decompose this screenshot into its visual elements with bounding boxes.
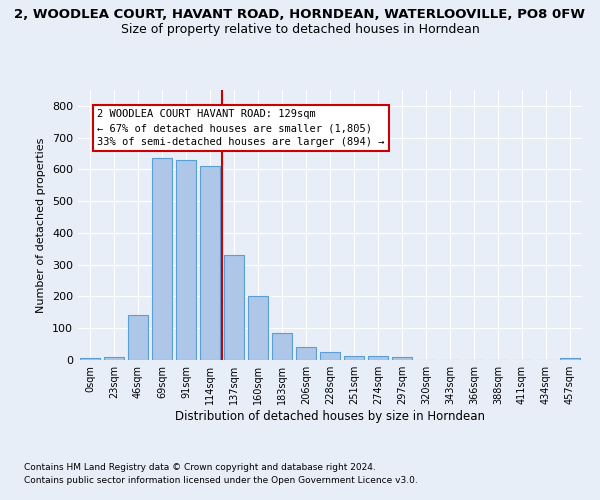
Y-axis label: Number of detached properties: Number of detached properties	[37, 138, 46, 312]
Text: 2, WOODLEA COURT, HAVANT ROAD, HORNDEAN, WATERLOOVILLE, PO8 0FW: 2, WOODLEA COURT, HAVANT ROAD, HORNDEAN,…	[14, 8, 586, 20]
Bar	[248, 296, 268, 360]
Bar	[368, 356, 388, 360]
Text: Contains public sector information licensed under the Open Government Licence v3: Contains public sector information licen…	[24, 476, 418, 485]
Bar	[344, 356, 364, 360]
Bar	[200, 166, 220, 360]
Bar	[272, 333, 292, 360]
Text: Size of property relative to detached houses in Horndean: Size of property relative to detached ho…	[121, 22, 479, 36]
Bar	[296, 347, 316, 360]
Bar	[80, 358, 100, 360]
X-axis label: Distribution of detached houses by size in Horndean: Distribution of detached houses by size …	[175, 410, 485, 423]
Text: 2 WOODLEA COURT HAVANT ROAD: 129sqm
← 67% of detached houses are smaller (1,805): 2 WOODLEA COURT HAVANT ROAD: 129sqm ← 67…	[97, 109, 385, 147]
Bar	[560, 358, 580, 360]
Text: Contains HM Land Registry data © Crown copyright and database right 2024.: Contains HM Land Registry data © Crown c…	[24, 464, 376, 472]
Bar	[320, 352, 340, 360]
Bar	[104, 357, 124, 360]
Bar	[128, 314, 148, 360]
Bar	[224, 255, 244, 360]
Bar	[152, 158, 172, 360]
Bar	[176, 160, 196, 360]
Bar	[392, 357, 412, 360]
